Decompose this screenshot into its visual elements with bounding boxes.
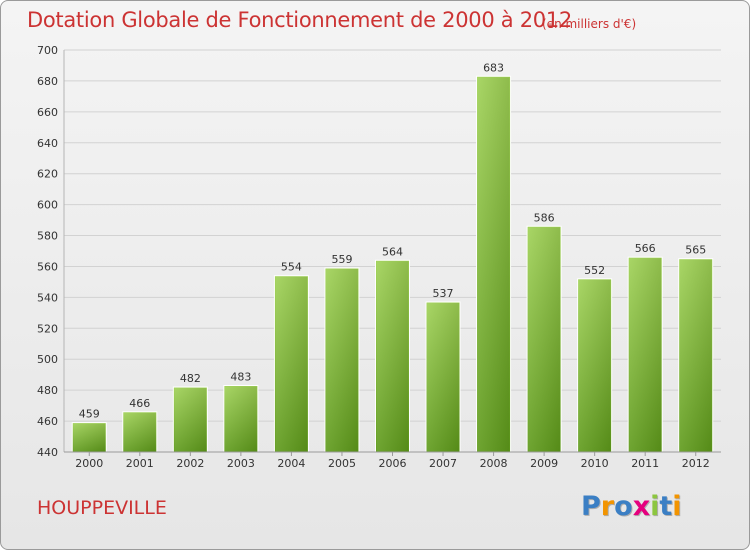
data-label: 586: [534, 211, 555, 224]
data-label: 683: [483, 61, 504, 74]
x-tick-label: 2006: [379, 457, 407, 470]
data-label: 554: [281, 261, 302, 274]
data-label: 565: [685, 244, 706, 257]
y-tick-label: 440: [37, 446, 58, 459]
y-tick-label: 480: [37, 384, 58, 397]
x-tick-label: 2011: [631, 457, 659, 470]
data-label: 482: [180, 372, 201, 385]
chart-subtitle: (en milliers d'€): [542, 17, 637, 31]
bars: [71, 75, 714, 453]
y-tick-label: 700: [37, 44, 58, 57]
bar-shade: [679, 259, 712, 452]
x-tick-label: 2007: [429, 457, 457, 470]
y-tick-label: 540: [37, 291, 58, 304]
y-axis: 440 460 480 500 520 540 560 580 600 620 640 660 680 7…: [37, 44, 65, 459]
y-tick-label: 660: [37, 106, 58, 119]
y-tick-label: 620: [37, 168, 58, 181]
data-labels: 459 466 482 483 554 559 564 537 683 586 552 566 565: [79, 61, 706, 420]
bar-shade: [427, 303, 460, 452]
bar-shade: [224, 386, 257, 452]
data-label: 566: [635, 242, 656, 255]
y-tick-label: 520: [37, 322, 58, 335]
chart-title: Dotation Globale de Fonctionnement de 20…: [27, 8, 572, 32]
data-label: 559: [331, 253, 352, 266]
x-tick-label: 2010: [581, 457, 609, 470]
logo-letter: r: [600, 491, 615, 522]
x-tick-label: 2000: [75, 457, 103, 470]
bar-shade: [376, 261, 409, 452]
bar-shade: [477, 77, 510, 453]
bar-shade: [275, 276, 308, 452]
y-tick-label: 500: [37, 353, 58, 366]
bar-shade: [174, 388, 207, 452]
bar-shade: [325, 269, 358, 452]
x-tick-label: 2008: [480, 457, 508, 470]
y-tick-label: 580: [37, 230, 58, 243]
x-axis: 2000 2001 2002 2003 2004 2005 2006 2007 2008 2009…: [64, 451, 721, 470]
logo-letter: o: [614, 491, 633, 522]
bar-shade: [528, 227, 561, 452]
x-tick-label: 2001: [126, 457, 154, 470]
bar-shade: [629, 258, 662, 452]
logo-letter: t: [659, 491, 673, 522]
x-tick-label: 2005: [328, 457, 356, 470]
x-tick-label: 2002: [176, 457, 204, 470]
data-label: 483: [230, 371, 251, 384]
logo-letter: x: [632, 491, 651, 522]
data-label: 459: [79, 408, 100, 421]
logo-letter: i: [650, 491, 660, 522]
bar-shade: [73, 423, 106, 452]
place-name: HOUPPEVILLE: [37, 497, 167, 519]
bar-shade: [578, 279, 611, 452]
data-label: 537: [433, 287, 454, 300]
x-tick-label: 2012: [682, 457, 710, 470]
data-label: 552: [584, 264, 605, 277]
bar-shade: [123, 412, 156, 452]
x-tick-label: 2003: [227, 457, 255, 470]
y-tick-label: 560: [37, 260, 58, 273]
y-tick-label: 680: [37, 75, 58, 88]
y-tick-label: 600: [37, 199, 58, 212]
logo-letter: P: [581, 491, 601, 522]
y-tick-label: 640: [37, 137, 58, 150]
logo-letter: i: [672, 491, 682, 522]
data-label: 564: [382, 245, 403, 258]
y-tick-label: 460: [37, 415, 58, 428]
x-tick-label: 2009: [530, 457, 558, 470]
proxiti-logo: Proxiti: [581, 491, 682, 522]
data-label: 466: [129, 397, 150, 410]
x-tick-label: 2004: [277, 457, 305, 470]
